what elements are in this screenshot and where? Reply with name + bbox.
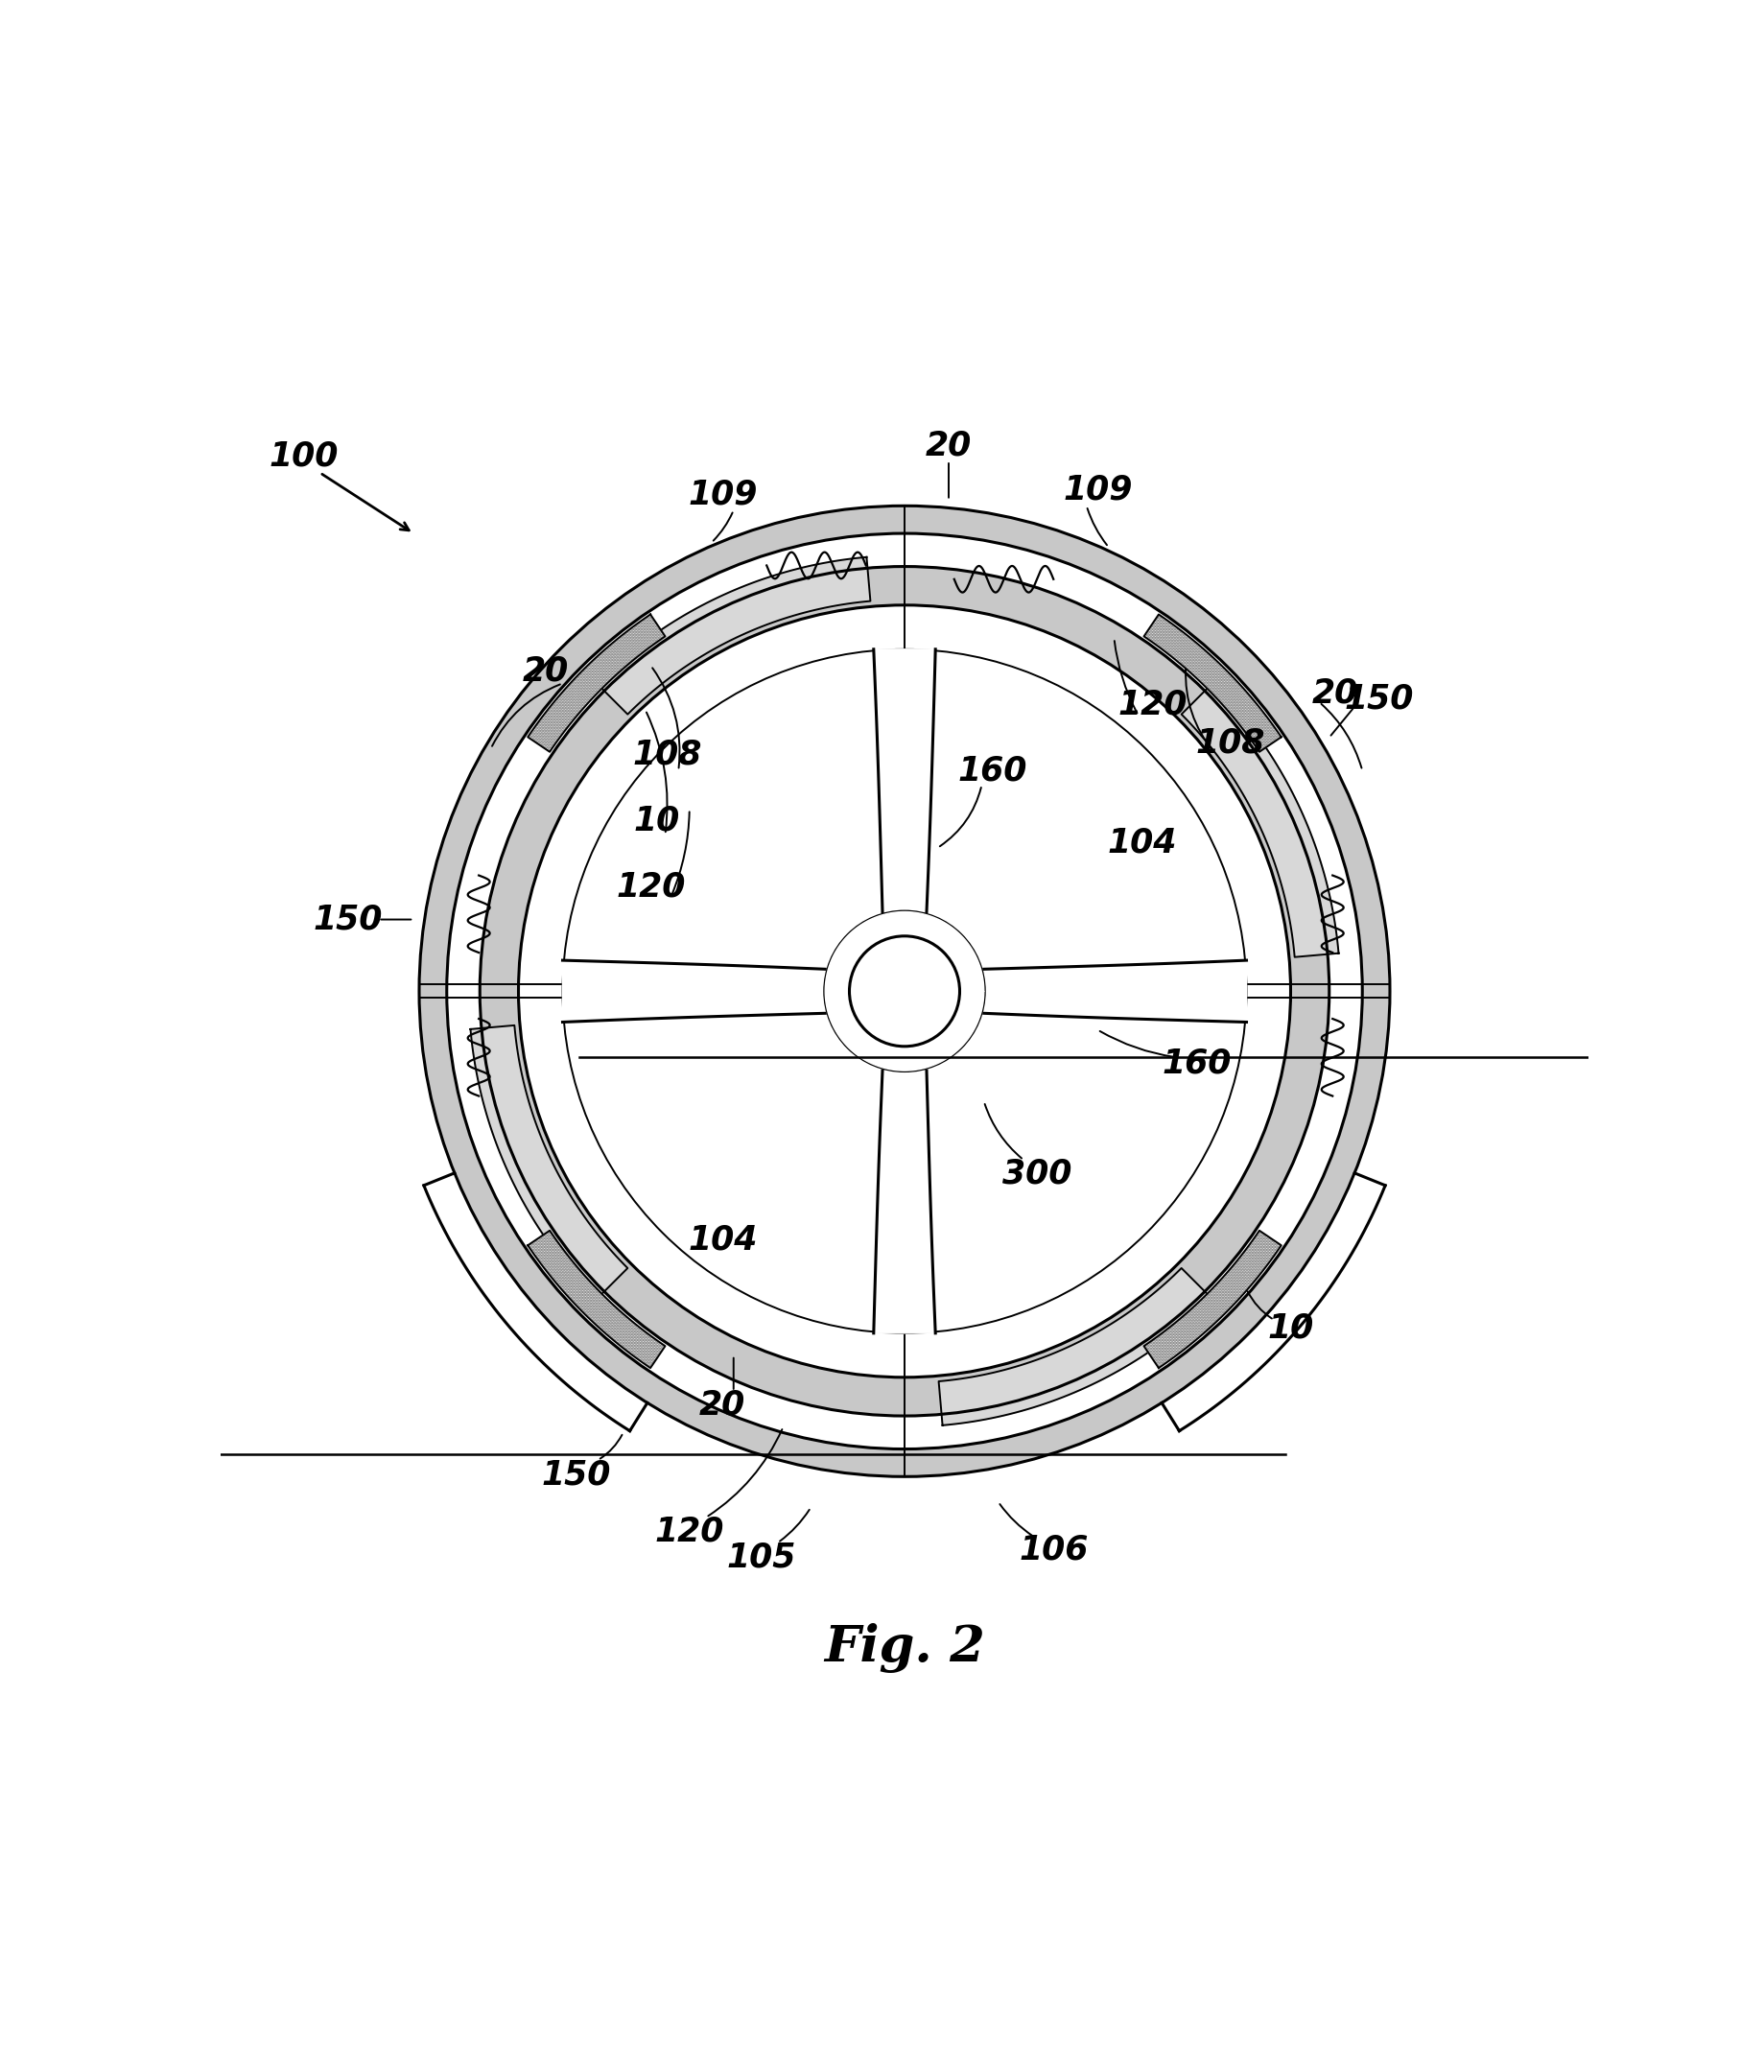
Text: 120: 120 [616,870,684,903]
Text: 150: 150 [1344,682,1413,715]
Text: 109: 109 [1062,472,1132,506]
Polygon shape [471,1026,628,1299]
Text: 120: 120 [654,1515,723,1548]
Text: 104: 104 [688,1222,757,1256]
Polygon shape [596,557,870,715]
Polygon shape [527,615,665,752]
Text: 20: 20 [522,655,568,688]
Text: 106: 106 [1018,1533,1088,1566]
Text: 150: 150 [542,1459,610,1490]
Text: 105: 105 [727,1542,796,1573]
Polygon shape [480,566,1328,1415]
Text: 160: 160 [958,754,1027,787]
Text: Fig. 2: Fig. 2 [824,1622,984,1672]
Text: 160: 160 [1161,1046,1231,1080]
Text: 10: 10 [633,804,679,837]
Text: 108: 108 [632,738,702,771]
Polygon shape [984,959,1245,1021]
Text: 20: 20 [1311,678,1357,709]
Text: 109: 109 [688,479,757,512]
Text: 300: 300 [1002,1156,1071,1189]
Polygon shape [1143,1231,1281,1368]
Polygon shape [938,1268,1212,1426]
Polygon shape [527,1231,665,1368]
Text: 10: 10 [1267,1312,1312,1345]
Polygon shape [1143,615,1281,752]
Text: 108: 108 [1194,727,1265,758]
Text: 100: 100 [268,439,339,472]
Polygon shape [873,649,935,912]
Polygon shape [420,506,1390,1477]
Text: 20: 20 [699,1388,744,1421]
Text: 104: 104 [1106,827,1177,858]
Polygon shape [826,912,984,1071]
Text: 120: 120 [1117,688,1187,721]
Text: 150: 150 [312,903,383,937]
Polygon shape [1180,684,1337,957]
Polygon shape [873,1071,935,1332]
Text: 20: 20 [924,429,972,462]
Polygon shape [563,959,826,1021]
Circle shape [848,937,960,1046]
